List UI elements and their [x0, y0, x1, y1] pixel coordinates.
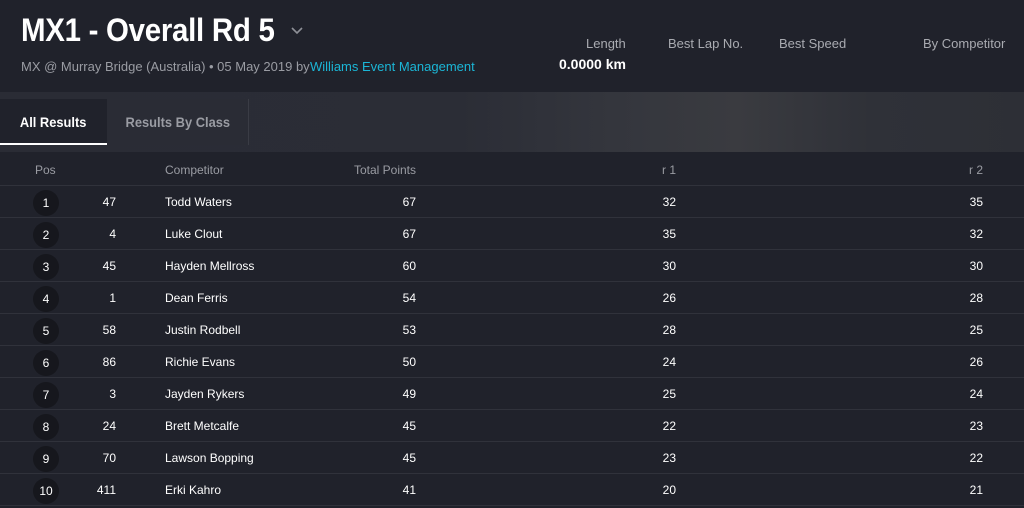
stat-best-speed-label: Best Speed [779, 36, 847, 51]
event-header: MX1 - Overall Rd 5 MX @ Murray Bridge (A… [0, 0, 1024, 92]
table-row[interactable]: 1 47 Todd Waters 67 32 35 [0, 186, 1024, 218]
rider-number: 24 [102, 419, 116, 433]
competitor-name: Justin Rodbell [165, 323, 241, 337]
total-points: 50 [402, 355, 416, 369]
stat-best-lap-label: Best Lap No. [668, 36, 744, 51]
position-badge: 3 [33, 254, 59, 280]
rider-number: 45 [102, 259, 116, 273]
round-2-points: 21 [969, 483, 983, 497]
table-row[interactable]: 5 58 Justin Rodbell 53 28 25 [0, 314, 1024, 346]
tab-all-results[interactable]: All Results [0, 99, 107, 145]
tab-all-results-label: All Results [20, 114, 87, 130]
competitor-name: Hayden Mellross [165, 259, 255, 273]
round-2-points: 24 [969, 387, 983, 401]
round-2-points: 26 [969, 355, 983, 369]
total-points: 67 [402, 227, 416, 241]
round-1-points: 28 [662, 323, 676, 337]
round-1-points: 22 [662, 419, 676, 433]
results-tabs: All Results Results By Class [0, 99, 250, 145]
round-2-points: 32 [969, 227, 983, 241]
header-total-points[interactable]: Total Points [353, 163, 416, 177]
round-2-points: 22 [969, 451, 983, 465]
table-row[interactable]: 6 86 Richie Evans 50 24 26 [0, 346, 1024, 378]
rider-number: 4 [109, 227, 116, 241]
stat-by-competitor-label[interactable]: By Competitor [923, 36, 1006, 51]
rider-number: 86 [102, 355, 116, 369]
stat-length-value: 0.0000 km [559, 56, 626, 72]
competitor-name: Luke Clout [165, 227, 223, 241]
chevron-down-icon[interactable] [289, 23, 305, 39]
rider-number: 47 [102, 195, 116, 209]
round-1-points: 25 [662, 387, 676, 401]
round-2-points: 30 [969, 259, 983, 273]
rider-number: 3 [109, 387, 116, 401]
table-row[interactable]: 2 4 Luke Clout 67 35 32 [0, 218, 1024, 250]
round-1-points: 35 [662, 227, 676, 241]
round-1-points: 20 [662, 483, 676, 497]
round-1-points: 30 [662, 259, 676, 273]
position-badge: 10 [33, 478, 59, 504]
round-2-points: 25 [969, 323, 983, 337]
round-1-points: 32 [662, 195, 676, 209]
page-title: MX1 - Overall Rd 5 [21, 12, 275, 48]
position-badge: 6 [33, 350, 59, 376]
stat-length-label: Length [586, 36, 626, 51]
table-row[interactable]: 9 70 Lawson Bopping 45 23 22 [0, 442, 1024, 474]
round-1-points: 23 [662, 451, 676, 465]
competitor-name: Erki Kahro [165, 483, 222, 497]
competitor-name: Lawson Bopping [165, 451, 254, 465]
tab-results-by-class-label: Results By Class [125, 114, 230, 130]
competitor-name: Todd Waters [165, 195, 232, 209]
rider-number: 411 [96, 483, 116, 497]
total-points: 41 [402, 483, 416, 497]
total-points: 45 [402, 419, 416, 433]
position-badge: 1 [33, 190, 59, 216]
table-row[interactable]: 7 3 Jayden Rykers 49 25 24 [0, 378, 1024, 410]
event-subtitle: MX @ Murray Bridge (Australia) • 05 May … [21, 59, 310, 74]
total-points: 60 [402, 259, 416, 273]
table-row[interactable]: 4 1 Dean Ferris 54 26 28 [0, 282, 1024, 314]
round-2-points: 23 [969, 419, 983, 433]
competitor-name: Dean Ferris [165, 291, 228, 305]
position-badge: 7 [33, 382, 59, 408]
rider-number: 70 [102, 451, 116, 465]
total-points: 53 [402, 323, 416, 337]
header-r2[interactable]: r 2 [968, 163, 983, 177]
competitor-name: Jayden Rykers [165, 387, 245, 401]
table-header: Pos Competitor Total Points r 1 r 2 [0, 152, 1024, 186]
competitor-name: Brett Metcalfe [165, 419, 240, 433]
table-row[interactable]: 3 45 Hayden Mellross 60 30 30 [0, 250, 1024, 282]
position-badge: 2 [33, 222, 59, 248]
header-r1[interactable]: r 1 [661, 163, 676, 177]
competitor-name: Richie Evans [165, 355, 236, 369]
round-2-points: 35 [969, 195, 983, 209]
position-badge: 5 [33, 318, 59, 344]
rider-number: 1 [109, 291, 116, 305]
tab-results-by-class[interactable]: Results By Class [107, 99, 249, 145]
total-points: 45 [402, 451, 416, 465]
position-badge: 8 [33, 414, 59, 440]
position-badge: 4 [33, 286, 59, 312]
round-1-points: 24 [662, 355, 676, 369]
position-badge: 9 [33, 446, 59, 472]
total-points: 54 [402, 291, 416, 305]
round-1-points: 26 [662, 291, 676, 305]
total-points: 67 [402, 195, 416, 209]
table-row[interactable]: 10 411 Erki Kahro 41 20 21 [0, 474, 1024, 506]
round-2-points: 28 [969, 291, 983, 305]
total-points: 49 [402, 387, 416, 401]
results-table: Pos Competitor Total Points r 1 r 2 1 47 T… [0, 152, 1024, 508]
table-row[interactable]: 8 24 Brett Metcalfe 45 22 23 [0, 410, 1024, 442]
organizer-link[interactable]: Williams Event Management [310, 59, 475, 74]
header-pos[interactable]: Pos [35, 163, 56, 177]
rider-number: 58 [102, 323, 116, 337]
header-competitor[interactable]: Competitor [165, 163, 224, 177]
